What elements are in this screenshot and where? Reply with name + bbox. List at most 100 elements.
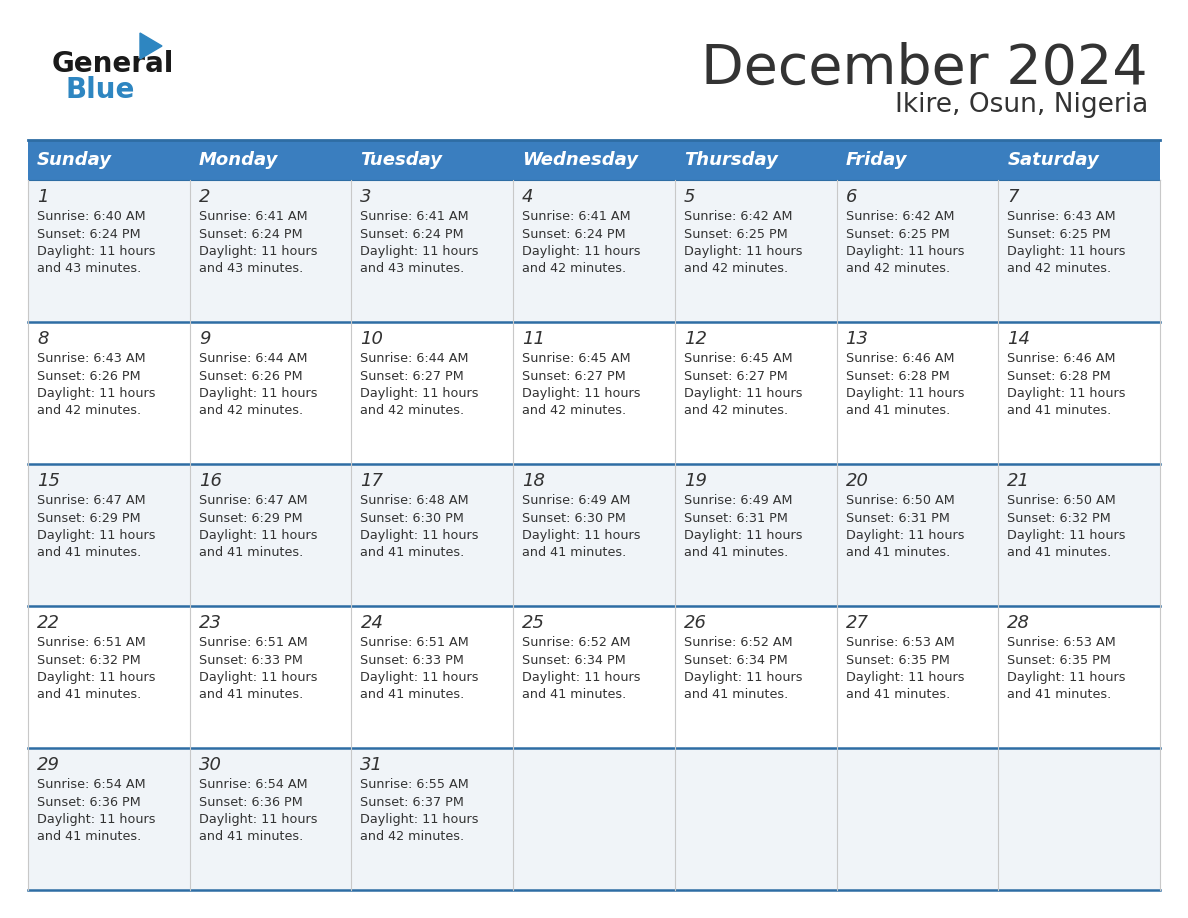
Text: Sunset: 6:24 PM: Sunset: 6:24 PM: [360, 228, 465, 241]
Text: 11: 11: [523, 330, 545, 348]
Text: and 41 minutes.: and 41 minutes.: [684, 546, 788, 559]
Text: Daylight: 11 hours: Daylight: 11 hours: [684, 245, 802, 258]
Text: Daylight: 11 hours: Daylight: 11 hours: [198, 529, 317, 542]
Bar: [29, 140, 190, 180]
Text: 13: 13: [846, 330, 868, 348]
Text: Sunrise: 6:42 AM: Sunrise: 6:42 AM: [846, 210, 954, 223]
Text: Sunset: 6:32 PM: Sunset: 6:32 PM: [1007, 511, 1111, 524]
Bar: [998, 140, 1159, 180]
Text: Sunset: 6:25 PM: Sunset: 6:25 PM: [1007, 228, 1111, 241]
Text: and 41 minutes.: and 41 minutes.: [1007, 688, 1112, 701]
Text: Sunrise: 6:44 AM: Sunrise: 6:44 AM: [198, 352, 308, 365]
Text: and 41 minutes.: and 41 minutes.: [360, 688, 465, 701]
Text: Daylight: 11 hours: Daylight: 11 hours: [360, 813, 479, 826]
Text: and 41 minutes.: and 41 minutes.: [846, 688, 950, 701]
Text: and 42 minutes.: and 42 minutes.: [846, 263, 949, 275]
Text: Daylight: 11 hours: Daylight: 11 hours: [37, 387, 156, 400]
Text: Daylight: 11 hours: Daylight: 11 hours: [360, 529, 479, 542]
Text: 7: 7: [1007, 188, 1019, 206]
Text: 17: 17: [360, 472, 384, 490]
Text: 22: 22: [37, 614, 61, 632]
Text: Sunset: 6:28 PM: Sunset: 6:28 PM: [846, 370, 949, 383]
Text: and 41 minutes.: and 41 minutes.: [198, 546, 303, 559]
Text: 25: 25: [523, 614, 545, 632]
Text: 30: 30: [198, 756, 222, 774]
Text: Sunrise: 6:49 AM: Sunrise: 6:49 AM: [684, 494, 792, 507]
Text: Sunrise: 6:51 AM: Sunrise: 6:51 AM: [37, 636, 146, 649]
Text: Sunrise: 6:47 AM: Sunrise: 6:47 AM: [198, 494, 308, 507]
Bar: [675, 140, 836, 180]
Text: 28: 28: [1007, 614, 1030, 632]
Text: and 41 minutes.: and 41 minutes.: [523, 688, 626, 701]
Text: Daylight: 11 hours: Daylight: 11 hours: [37, 813, 156, 826]
Text: 20: 20: [846, 472, 868, 490]
Text: 14: 14: [1007, 330, 1030, 348]
Text: Sunset: 6:34 PM: Sunset: 6:34 PM: [684, 654, 788, 666]
Text: Daylight: 11 hours: Daylight: 11 hours: [360, 245, 479, 258]
Text: Daylight: 11 hours: Daylight: 11 hours: [37, 529, 156, 542]
Text: Sunset: 6:34 PM: Sunset: 6:34 PM: [523, 654, 626, 666]
Text: Daylight: 11 hours: Daylight: 11 hours: [523, 671, 640, 684]
Text: Sunrise: 6:50 AM: Sunrise: 6:50 AM: [1007, 494, 1116, 507]
Text: Sunrise: 6:45 AM: Sunrise: 6:45 AM: [523, 352, 631, 365]
Text: Sunrise: 6:50 AM: Sunrise: 6:50 AM: [846, 494, 954, 507]
Text: Sunrise: 6:46 AM: Sunrise: 6:46 AM: [846, 352, 954, 365]
Text: Sunrise: 6:41 AM: Sunrise: 6:41 AM: [360, 210, 469, 223]
Text: Daylight: 11 hours: Daylight: 11 hours: [198, 387, 317, 400]
Text: Sunset: 6:35 PM: Sunset: 6:35 PM: [1007, 654, 1111, 666]
Bar: [29, 464, 1159, 606]
Text: Sunrise: 6:52 AM: Sunrise: 6:52 AM: [684, 636, 792, 649]
Text: Monday: Monday: [198, 151, 278, 169]
Text: and 43 minutes.: and 43 minutes.: [360, 263, 465, 275]
Text: Sunset: 6:37 PM: Sunset: 6:37 PM: [360, 796, 465, 809]
Text: Ikire, Osun, Nigeria: Ikire, Osun, Nigeria: [895, 92, 1148, 118]
Text: Sunset: 6:27 PM: Sunset: 6:27 PM: [360, 370, 465, 383]
Text: Sunrise: 6:41 AM: Sunrise: 6:41 AM: [523, 210, 631, 223]
Text: Saturday: Saturday: [1007, 151, 1099, 169]
Text: and 41 minutes.: and 41 minutes.: [37, 688, 141, 701]
Text: Sunset: 6:26 PM: Sunset: 6:26 PM: [198, 370, 302, 383]
Text: and 41 minutes.: and 41 minutes.: [684, 688, 788, 701]
Text: and 42 minutes.: and 42 minutes.: [1007, 263, 1112, 275]
Text: Sunset: 6:27 PM: Sunset: 6:27 PM: [684, 370, 788, 383]
Bar: [29, 180, 1159, 322]
Text: General: General: [52, 50, 175, 78]
Text: Sunset: 6:29 PM: Sunset: 6:29 PM: [198, 511, 302, 524]
Text: 12: 12: [684, 330, 707, 348]
Text: Sunset: 6:30 PM: Sunset: 6:30 PM: [360, 511, 465, 524]
Text: Sunset: 6:25 PM: Sunset: 6:25 PM: [846, 228, 949, 241]
Text: 29: 29: [37, 756, 61, 774]
Bar: [29, 606, 1159, 748]
Text: Sunrise: 6:48 AM: Sunrise: 6:48 AM: [360, 494, 469, 507]
Text: and 41 minutes.: and 41 minutes.: [198, 831, 303, 844]
Text: Daylight: 11 hours: Daylight: 11 hours: [1007, 671, 1126, 684]
Text: Blue: Blue: [67, 76, 135, 104]
Text: Sunrise: 6:52 AM: Sunrise: 6:52 AM: [523, 636, 631, 649]
Text: Sunrise: 6:51 AM: Sunrise: 6:51 AM: [198, 636, 308, 649]
Text: Sunrise: 6:53 AM: Sunrise: 6:53 AM: [1007, 636, 1116, 649]
Text: Sunrise: 6:43 AM: Sunrise: 6:43 AM: [37, 352, 146, 365]
Text: Daylight: 11 hours: Daylight: 11 hours: [37, 245, 156, 258]
Text: Daylight: 11 hours: Daylight: 11 hours: [1007, 387, 1126, 400]
Text: Wednesday: Wednesday: [523, 151, 638, 169]
Text: Sunset: 6:25 PM: Sunset: 6:25 PM: [684, 228, 788, 241]
Text: 5: 5: [684, 188, 695, 206]
Text: Friday: Friday: [846, 151, 908, 169]
Text: and 43 minutes.: and 43 minutes.: [37, 263, 141, 275]
Text: Sunset: 6:24 PM: Sunset: 6:24 PM: [523, 228, 626, 241]
Text: and 41 minutes.: and 41 minutes.: [198, 688, 303, 701]
Text: Daylight: 11 hours: Daylight: 11 hours: [198, 813, 317, 826]
Text: Daylight: 11 hours: Daylight: 11 hours: [1007, 245, 1126, 258]
Text: Sunrise: 6:49 AM: Sunrise: 6:49 AM: [523, 494, 631, 507]
Text: 15: 15: [37, 472, 61, 490]
Bar: [836, 140, 998, 180]
Text: Daylight: 11 hours: Daylight: 11 hours: [684, 387, 802, 400]
Polygon shape: [140, 33, 162, 59]
Text: and 43 minutes.: and 43 minutes.: [198, 263, 303, 275]
Text: Daylight: 11 hours: Daylight: 11 hours: [360, 387, 479, 400]
Text: Sunset: 6:29 PM: Sunset: 6:29 PM: [37, 511, 140, 524]
Text: 27: 27: [846, 614, 868, 632]
Bar: [352, 140, 513, 180]
Text: Daylight: 11 hours: Daylight: 11 hours: [846, 671, 965, 684]
Text: and 41 minutes.: and 41 minutes.: [360, 546, 465, 559]
